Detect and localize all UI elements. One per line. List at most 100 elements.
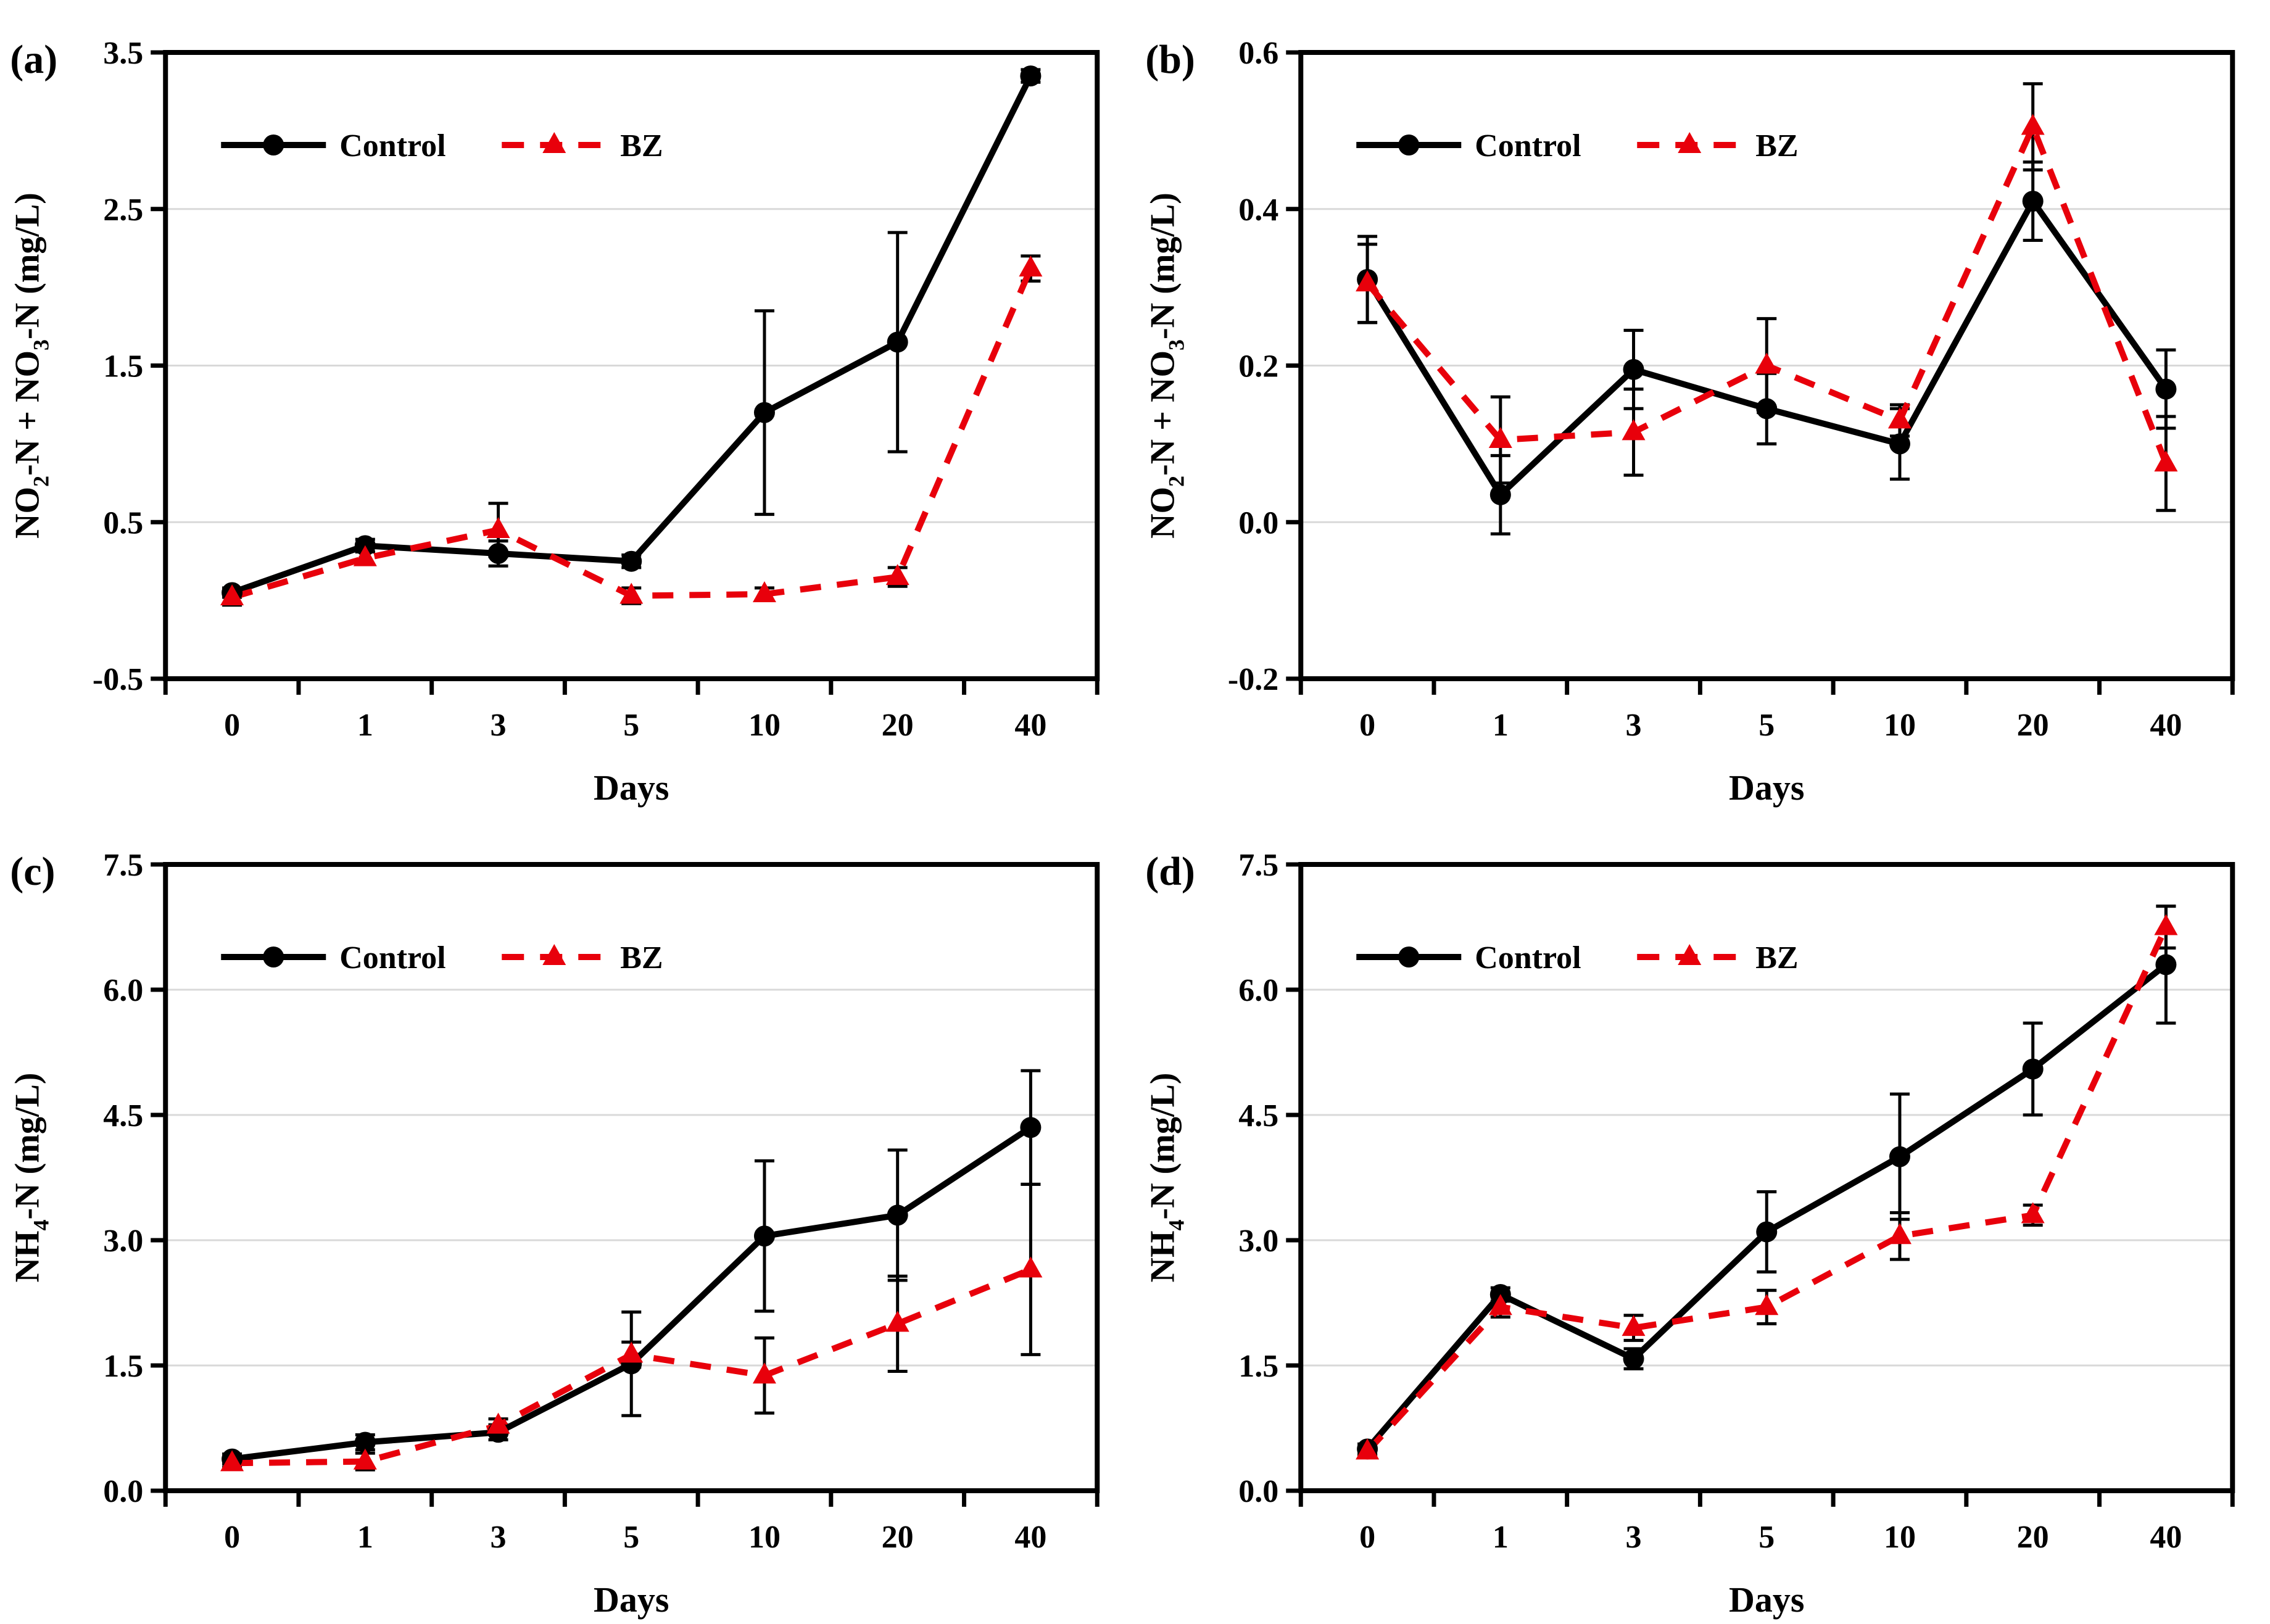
y-tick-label: 7.5 <box>103 848 143 883</box>
x-tick-label: 1 <box>357 708 373 743</box>
panel-b-no2-no3-chart: -0.2 0.0 0.2 0.4 0.6 0 1 3 5 10 20 40 Days NO2-N + NO… <box>1135 0 2270 812</box>
series-line-bz <box>1364 926 2169 1454</box>
x-tick-label: 1 <box>1492 708 1508 743</box>
control-marker <box>1623 1348 1644 1370</box>
legend-label: Control <box>339 128 445 164</box>
y-tick-label: 3.0 <box>1238 1224 1278 1259</box>
y-tick-label: 6.0 <box>1238 973 1278 1008</box>
x-tick-label: 10 <box>748 1520 781 1555</box>
x-axis-title: Days <box>1729 1580 1804 1620</box>
control-marker <box>1755 398 1777 420</box>
y-tick-label: 0.0 <box>103 1474 143 1509</box>
bz-marker <box>752 1362 776 1384</box>
control-marker <box>487 543 509 564</box>
bz-marker <box>619 582 644 604</box>
y-tick-label: 1.5 <box>103 349 143 384</box>
control-marker <box>1889 433 1910 455</box>
panel-letter: (a) <box>10 37 57 82</box>
bz-marker <box>220 584 244 606</box>
x-tick-label: 10 <box>1883 1520 1915 1555</box>
y-tick-label: -0.2 <box>1227 662 1278 697</box>
y-tick-label: 1.5 <box>1238 1349 1278 1384</box>
x-tick-label: 0 <box>1359 708 1375 743</box>
y-tick-label: 3.5 <box>103 36 143 71</box>
x-tick-label: 20 <box>2016 1520 2048 1555</box>
x-tick-label: 10 <box>748 708 781 743</box>
y-tick-label: 0.5 <box>103 505 143 541</box>
control-marker <box>1398 135 1419 155</box>
bz-marker <box>1488 1294 1512 1315</box>
legend-label: BZ <box>1755 940 1798 976</box>
bz-marker <box>1622 1315 1646 1336</box>
bz-marker <box>2153 450 2177 472</box>
bz-marker <box>486 1412 510 1434</box>
x-tick-label: 20 <box>882 1520 914 1555</box>
control-marker <box>2022 191 2044 212</box>
bz-marker <box>1887 407 1912 429</box>
bz-marker <box>1677 132 1701 153</box>
panel-letter: (c) <box>10 849 55 894</box>
bz-marker <box>2021 114 2045 135</box>
y-tick-label: 3.0 <box>103 1224 143 1259</box>
y-tick-label: 6.0 <box>103 973 143 1008</box>
bz-marker <box>1677 944 1701 965</box>
x-tick-label: 0 <box>1359 1520 1375 1555</box>
y-axis-title: NO2-N + NO3-N (mg/L) <box>1143 193 1188 539</box>
control-marker <box>1889 1146 1910 1167</box>
legend-label: Control <box>1475 128 1581 164</box>
bz-marker <box>1019 255 1043 277</box>
y-axis-title: NH4-N (mg/L) <box>1143 1073 1188 1283</box>
y-tick-label: 0.0 <box>1238 1474 1278 1509</box>
control-marker <box>753 402 775 423</box>
plot-frame <box>163 862 1100 1493</box>
control-marker <box>2155 954 2176 976</box>
x-tick-label: 3 <box>1625 1520 1641 1555</box>
bz-marker <box>885 564 909 586</box>
bz-marker <box>220 1450 244 1472</box>
y-tick-label: 0.2 <box>1238 349 1278 384</box>
bz-marker <box>1754 352 1778 374</box>
bz-marker <box>1355 270 1379 292</box>
y-tick-label: 2.5 <box>103 193 143 228</box>
control-marker <box>263 947 284 967</box>
legend-label: BZ <box>1755 128 1798 164</box>
control-marker <box>1623 358 1644 380</box>
legend-label: Control <box>339 940 445 976</box>
bz-marker <box>1019 1256 1043 1278</box>
bz-marker <box>619 1341 644 1363</box>
control-marker <box>1020 65 1042 87</box>
x-tick-label: 5 <box>623 1520 639 1555</box>
x-tick-label: 5 <box>1758 708 1775 743</box>
bz-marker <box>486 516 510 538</box>
y-axis-title: NO2-N + NO3-N (mg/L) <box>8 193 53 539</box>
bz-marker <box>1488 427 1512 449</box>
x-tick-label: 5 <box>623 708 639 743</box>
x-tick-label: 20 <box>882 708 914 743</box>
legend-label: BZ <box>620 128 663 164</box>
panel-letter: (d) <box>1145 849 1195 894</box>
control-marker <box>1398 947 1419 967</box>
x-tick-label: 1 <box>1492 1520 1508 1555</box>
y-tick-label: 0.0 <box>1238 505 1278 541</box>
control-marker <box>621 550 642 572</box>
panel-c-nh4-chart: 0.0 1.5 3.0 4.5 6.0 7.5 0 1 3 5 10 20 40 Days NH4-N (m… <box>0 812 1135 1624</box>
chart-b-canvas: -0.2 0.0 0.2 0.4 0.6 0 1 3 5 10 20 40 Days NO2-N + NO… <box>1143 36 2235 808</box>
panel-d-nh4-chart: 0.0 1.5 3.0 4.5 6.0 7.5 0 1 3 5 10 20 40 Days NH4-N (m… <box>1135 812 2270 1624</box>
control-marker <box>1755 1221 1777 1243</box>
x-tick-label: 0 <box>224 708 240 743</box>
x-tick-label: 40 <box>1014 1520 1046 1555</box>
bz-marker <box>542 944 566 965</box>
bz-marker <box>1754 1294 1778 1315</box>
chart-c-canvas: 0.0 1.5 3.0 4.5 6.0 7.5 0 1 3 5 10 20 40 Days NH4-N (m… <box>8 848 1100 1620</box>
control-marker <box>263 135 284 155</box>
y-tick-label: 0.6 <box>1238 36 1278 71</box>
bz-marker <box>353 1448 377 1470</box>
y-tick-label: 0.4 <box>1238 193 1278 228</box>
plot-frame <box>1298 862 2235 1493</box>
x-axis-title: Days <box>594 768 669 808</box>
panel-a-no2-no3-chart: -0.5 0.5 1.5 2.5 3.5 0 1 3 5 10 20 40 Days NO2-N + NO… <box>0 0 1135 812</box>
x-tick-label: 40 <box>1014 708 1046 743</box>
bz-marker <box>752 581 776 602</box>
chart-a-canvas: -0.5 0.5 1.5 2.5 3.5 0 1 3 5 10 20 40 Days NO2-N + NO… <box>8 36 1100 808</box>
